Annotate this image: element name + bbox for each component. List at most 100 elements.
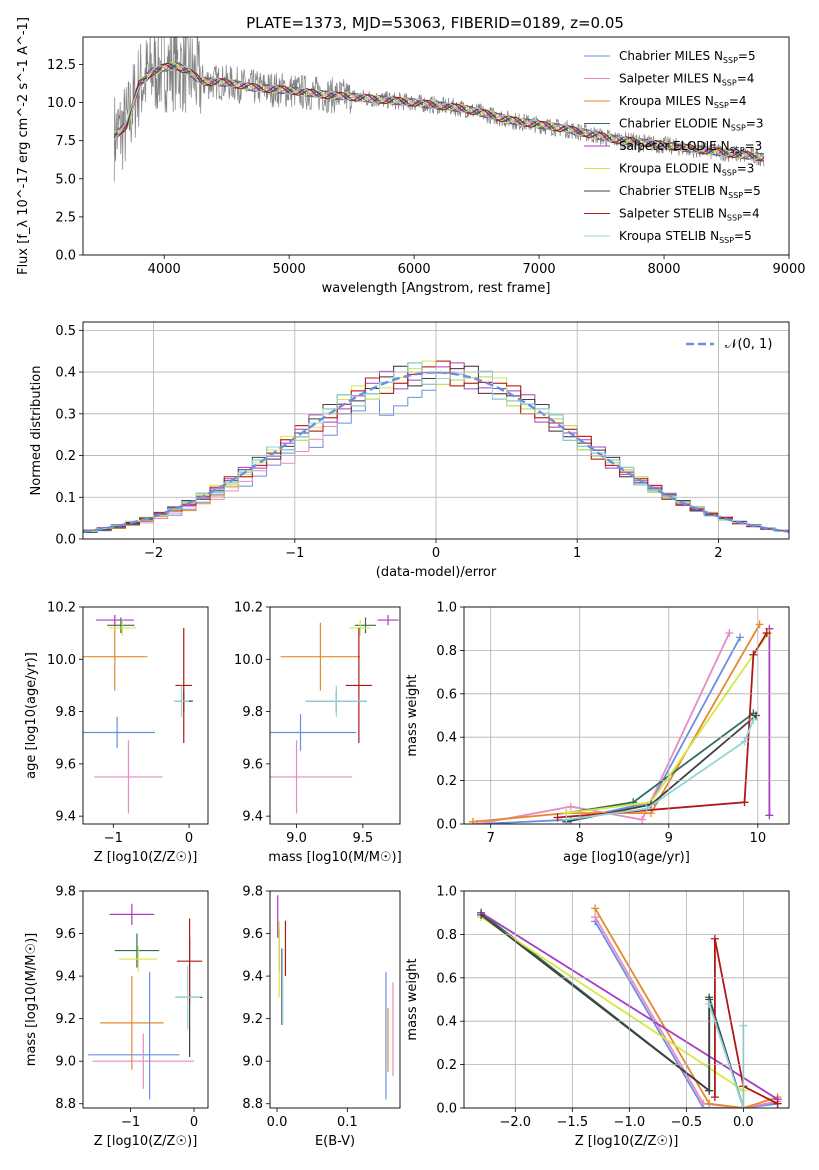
weight-marker <box>710 1093 719 1102</box>
y-tick-label: 9.6 <box>55 757 76 772</box>
legend-label: 𝒩(0, 1) <box>725 337 772 352</box>
weight-marker <box>765 811 774 820</box>
x-tick-label: −1 <box>104 831 123 846</box>
legend-count: =4 <box>742 207 760 221</box>
z-age-axes: −1 0 9.4 9.6 9.8 10.0 10.2 Z [log10(Z/Z☉)] age [… <box>24 601 209 865</box>
weight-marker <box>553 813 562 822</box>
x-tick-label: 0.0 <box>733 1115 754 1130</box>
weight-marker <box>749 650 758 659</box>
y-tick-label: 10.0 <box>234 653 263 668</box>
y-axis-label: Normed distribution <box>29 366 44 496</box>
y-tick-label: 8.8 <box>55 1097 76 1112</box>
spectrum-marks <box>113 37 765 182</box>
weight-marker <box>562 815 571 824</box>
x-tick-label: −2.0 <box>500 1115 532 1130</box>
x-tick-label: 10 <box>750 831 767 846</box>
x-tick-label: 6000 <box>398 262 431 277</box>
legend-subscript: SSP <box>727 214 742 223</box>
x-tick-label: 0.0 <box>267 1115 288 1130</box>
age-weight-axes: 7 8 9 10 0.0 0.2 0.4 0.6 0.8 1.0 age [log10(age/yr… <box>405 601 790 865</box>
model-spectrum-line <box>113 61 765 160</box>
x-tick-label: −1 <box>285 546 304 561</box>
z-weight-frame <box>463 890 790 1109</box>
weight-marker <box>566 802 575 811</box>
x-axis-label: Z [log10(Z/Z☉)] <box>94 1134 198 1149</box>
y-tick-label: 9.0 <box>242 1055 263 1070</box>
x-axis-label: wavelength [Angstrom, rest frame] <box>322 281 551 296</box>
weight-marker <box>755 620 764 629</box>
x-tick-label: 7000 <box>523 262 556 277</box>
y-tick-label: 1.0 <box>436 601 457 616</box>
weight-marker <box>740 737 749 746</box>
y-tick-label: 9.4 <box>55 970 76 985</box>
y-axis-label: mass [log10(M/M☉)] <box>24 933 39 1066</box>
mass-age-marks <box>270 614 399 814</box>
x-axis-label: E(B-V) <box>315 1134 355 1149</box>
figure-title: PLATE=1373, MJD=53063, FIBERID=0189, z=0… <box>246 14 624 32</box>
y-tick-label: 1.0 <box>436 885 457 900</box>
y-tick-label: 9.0 <box>55 1055 76 1070</box>
legend-subscript: SSP <box>714 101 729 110</box>
y-tick-label: 9.6 <box>242 927 263 942</box>
x-tick-label: 5000 <box>273 262 306 277</box>
x-tick-label: 9000 <box>772 262 805 277</box>
legend-label: Salpeter ELODIE NSSP=3 <box>619 139 762 155</box>
y-tick-label: 2.5 <box>55 210 76 225</box>
model-spectrum-line <box>114 63 765 162</box>
y-tick-label: 9.4 <box>242 970 263 985</box>
x-tick-label: 0 <box>432 546 440 561</box>
weight-marker <box>591 913 600 922</box>
x-tick-label: 9.5 <box>353 831 374 846</box>
y-tick-label: 12.5 <box>47 58 76 73</box>
legend-label: Salpeter MILES NSSP=4 <box>619 72 754 88</box>
legend-subscript: SSP <box>722 79 737 88</box>
model-spectrum-line <box>113 65 765 161</box>
weight-marker <box>725 629 734 638</box>
weight-line <box>714 938 779 1105</box>
y-tick-label: 0.6 <box>436 687 457 702</box>
legend-label: Kroupa MILES NSSP=4 <box>619 94 747 110</box>
y-tick-label: 9.2 <box>55 1012 76 1027</box>
observed-spectrum-line <box>113 37 765 182</box>
legend-label: Chabrier STELIB NSSP=5 <box>619 184 761 200</box>
x-tick-label: 0 <box>185 831 193 846</box>
legend-subscript: SSP <box>731 124 746 133</box>
y-tick-label: 9.8 <box>55 885 76 900</box>
x-tick-label: −2 <box>144 546 163 561</box>
y-tick-label: 0.2 <box>55 449 76 464</box>
weight-marker <box>468 817 477 824</box>
x-tick-label: −0.5 <box>671 1115 703 1130</box>
x-tick-label: 9.0 <box>286 831 307 846</box>
age-weight-marks <box>468 620 774 824</box>
y-tick-label: 0.0 <box>55 533 76 548</box>
y-tick-label: 9.6 <box>55 927 76 942</box>
y-tick-label: 9.4 <box>242 810 263 825</box>
z-mass-axes: −1 0 8.8 9.0 9.2 9.4 9.6 9.8 Z [log10(Z/Z☉)] mass… <box>24 885 209 1149</box>
x-tick-label: 7 <box>487 831 495 846</box>
ebv-mass-axes: 0.0 0.1 8.8 9.0 9.2 9.4 9.6 9.8 E(B-V) <box>242 885 401 1149</box>
y-tick-label: 10.2 <box>47 601 76 616</box>
spectrum-frame <box>82 36 790 256</box>
y-axis-label: mass weight <box>405 674 420 756</box>
y-tick-label: 0.8 <box>436 644 457 659</box>
y-tick-label: 9.8 <box>242 705 263 720</box>
x-tick-label: 8000 <box>647 262 680 277</box>
x-tick-label: 9 <box>665 831 673 846</box>
z-weight-axes: −2.0 −1.5 −1.0 −0.5 0.0 0.0 0.2 0.4 0.6 0.8 1.0 Z [… <box>405 885 790 1149</box>
y-axis-label: age [log10(age/yr)] <box>24 652 39 779</box>
weight-line <box>566 719 755 821</box>
legend-count: =3 <box>746 117 764 131</box>
legend-subscript: SSP <box>730 146 745 155</box>
legend-count: =3 <box>737 162 755 176</box>
y-tick-label: 0.2 <box>436 774 457 789</box>
y-tick-label: 0.5 <box>55 324 76 339</box>
x-tick-label: −1 <box>121 1115 140 1130</box>
x-axis-label: Z [log10(Z/Z☉)] <box>94 850 198 865</box>
y-tick-label: 9.6 <box>242 757 263 772</box>
legend-label: Salpeter STELIB NSSP=4 <box>619 207 760 223</box>
legend-count: =3 <box>745 139 763 153</box>
weight-marker <box>638 815 647 824</box>
legend-subscript: SSP <box>728 191 743 200</box>
weight-marker <box>773 1099 782 1108</box>
x-tick-label: 2 <box>714 546 722 561</box>
